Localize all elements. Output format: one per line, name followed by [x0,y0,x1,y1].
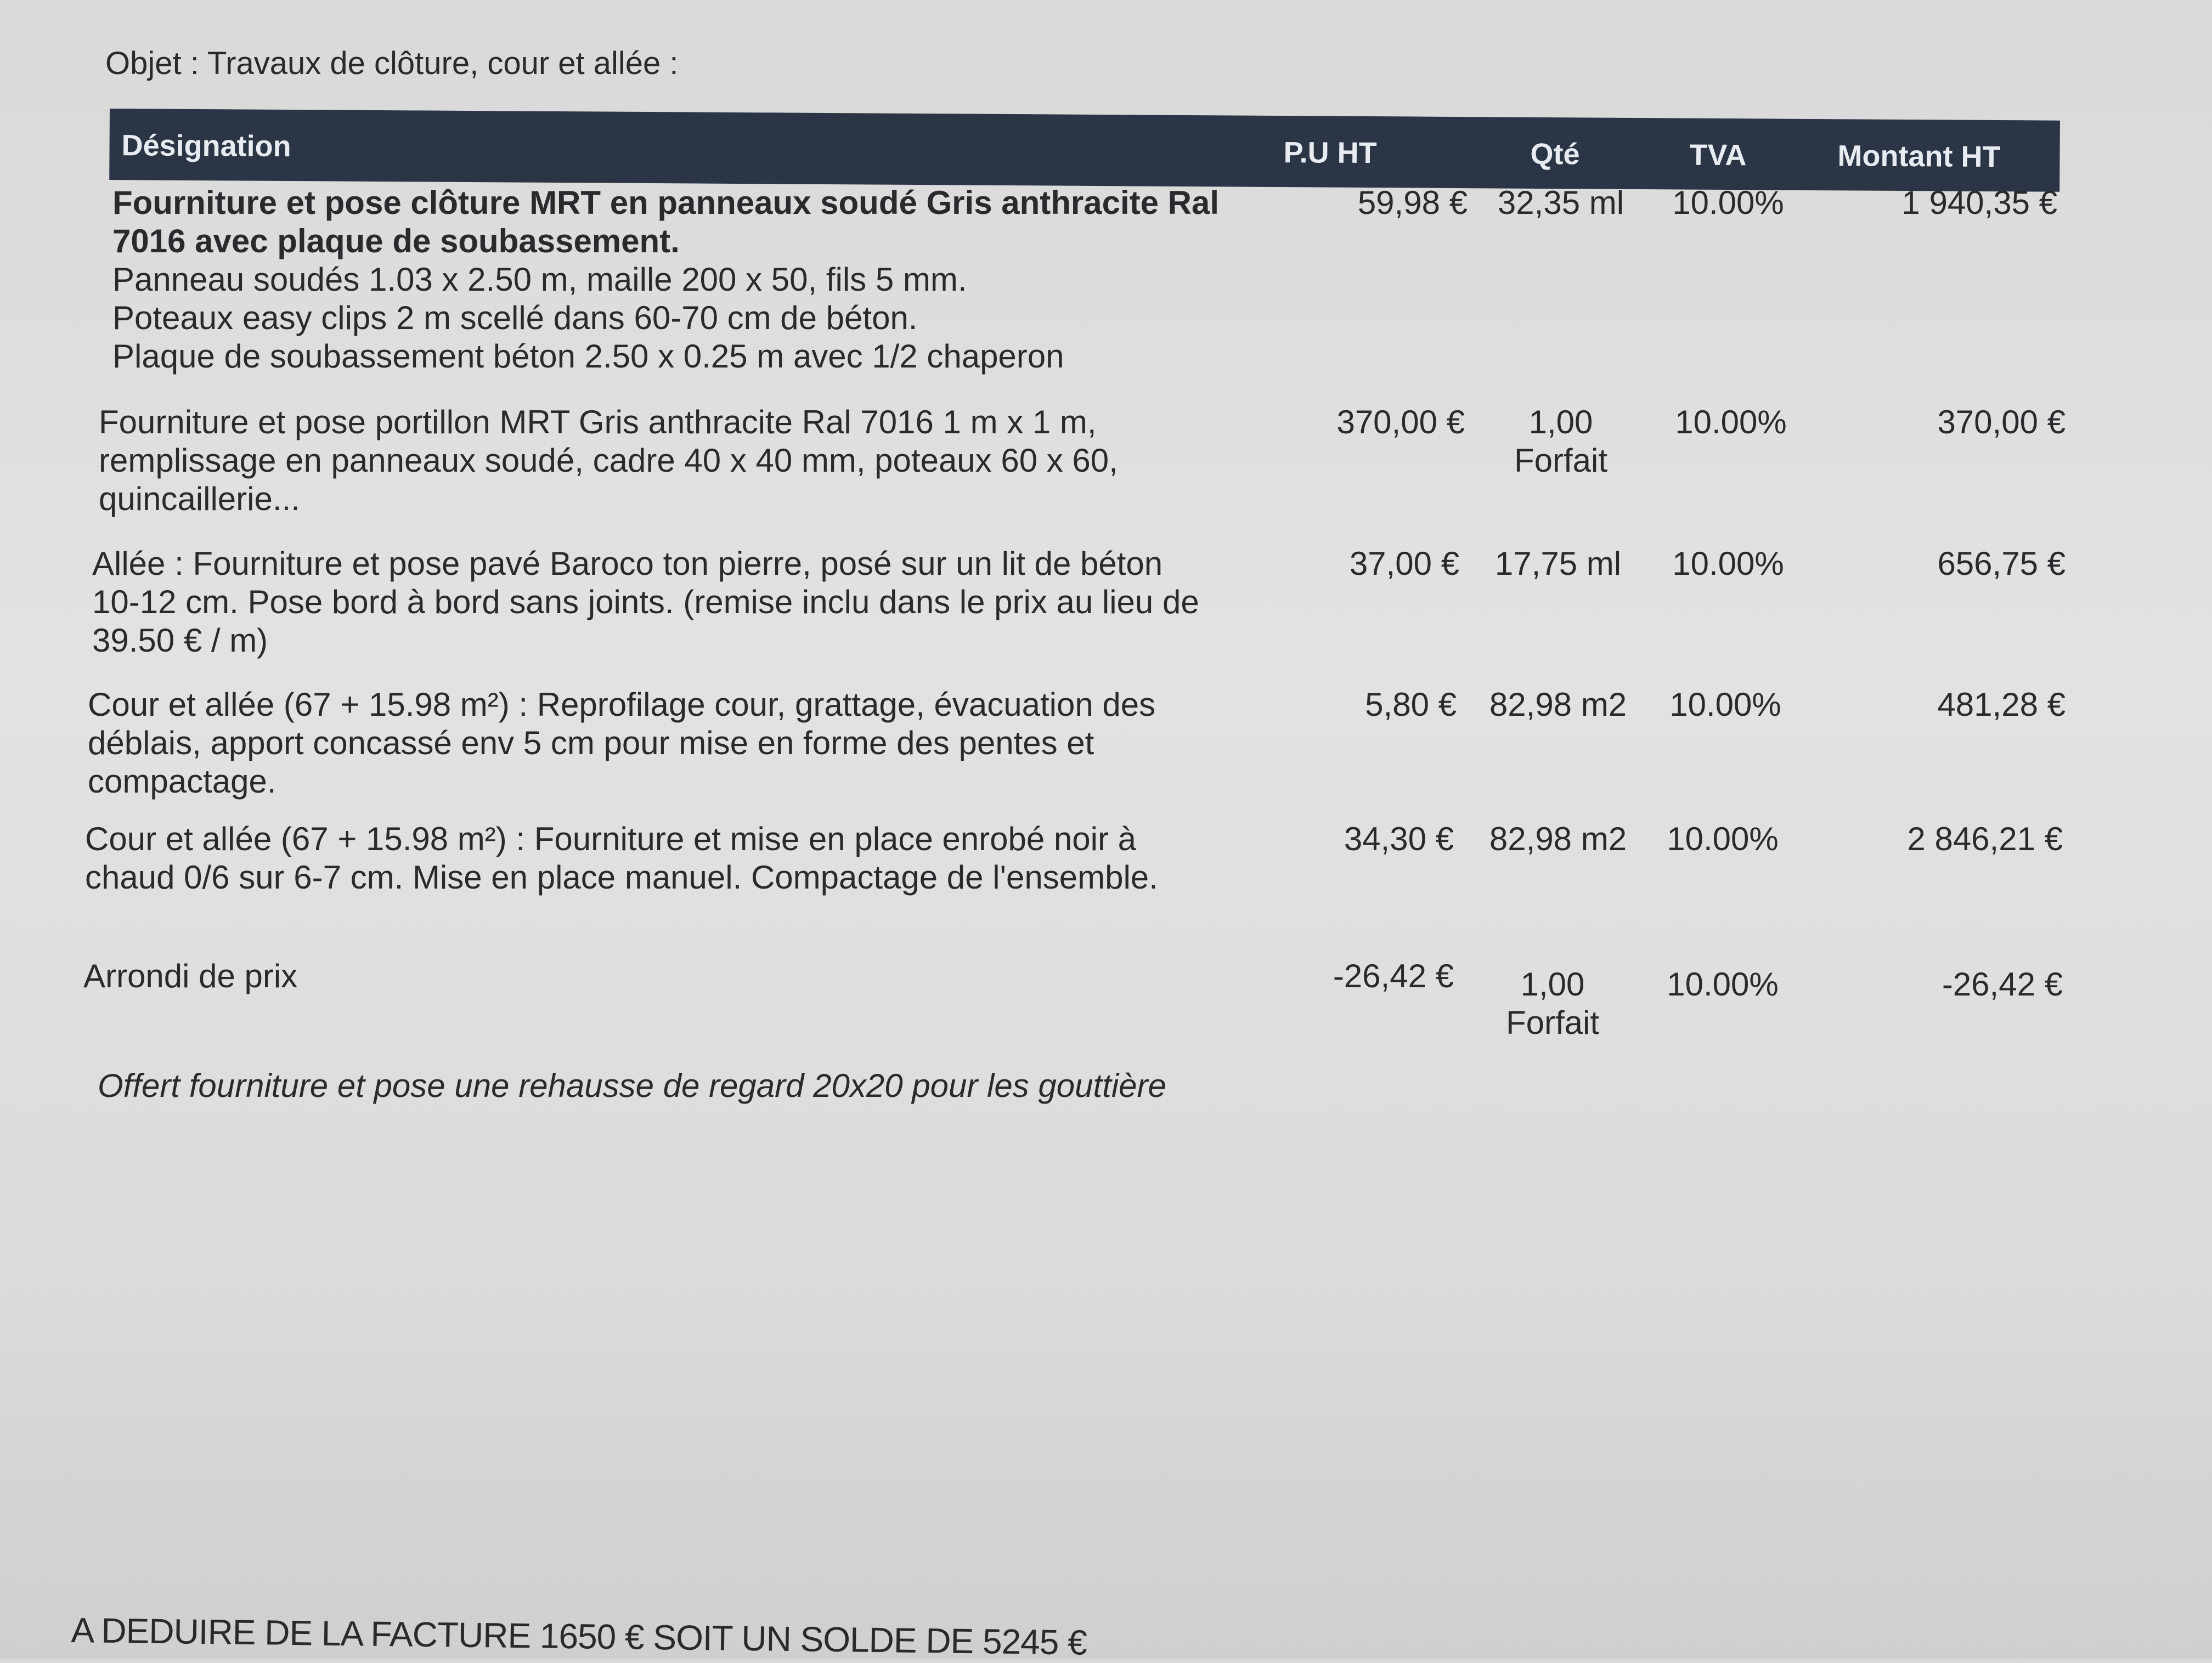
tva: 10.00% [1669,686,1781,723]
row-description: Fourniture et pose portillon MRT Gris an… [99,404,1118,517]
offer-note: Offert fourniture et pose une rehausse d… [98,1067,1166,1104]
tva: 10.00% [1672,545,1784,582]
quantity-unit: Forfait [1514,442,1608,479]
amount: 1 940,35 € [1901,184,2057,221]
unit-price: 5,80 € [1365,686,1457,723]
unit-price: -26,42 € [1333,958,1454,994]
quantity: 82,98 m2 [1489,686,1627,723]
amount: 481,28 € [1937,686,2066,723]
quantity-unit: Forfait [1505,1004,1600,1041]
row-line: Poteaux easy clips 2 m scellé dans 60-70… [112,299,918,336]
quantity: 17,75 ml [1494,545,1622,582]
object-line: Objet : Travaux de clôture, cour et allé… [105,46,679,81]
row-description: Allée : Fourniture et pose pavé Baroco t… [92,545,1199,659]
footer-balance: A DEDUIRE DE LA FACTURE 1650 € SOIT UN S… [71,1610,1087,1662]
row-description: Cour et allée (67 + 15.98 m²) : Fournitu… [85,821,1158,896]
row-title: Fourniture et pose clôture MRT en pannea… [112,184,1220,259]
quantity: 82,98 m2 [1489,821,1627,857]
tva: 10.00% [1667,966,1779,1003]
col-designation: Désignation [121,129,291,163]
amount: 2 846,21 € [1907,821,2063,857]
quantity: 32,35 ml [1497,184,1624,221]
amount: -26,42 € [1942,966,2063,1003]
tva: 10.00% [1675,404,1787,440]
unit-price: 59,98 € [1357,184,1468,221]
quantity: 1,00 [1528,404,1593,440]
col-qte: Qté [1530,137,1580,171]
unit-price: 370,00 € [1336,404,1465,440]
amount: 656,75 € [1937,545,2066,582]
unit-price: 37,00 € [1349,545,1459,582]
unit-price: 34,30 € [1344,821,1454,857]
row-line: Plaque de soubassement béton 2.50 x 0.25… [112,338,1064,375]
row-line: Panneau soudés 1.03 x 2.50 m, maille 200… [112,261,967,298]
table-header: Désignation P.U HT Qté TVA Montant HT [109,109,2060,192]
col-tva: TVA [1689,138,1747,172]
tva: 10.00% [1667,821,1779,857]
quantity: 1,00 [1520,966,1585,1003]
col-montant: Montant HT [1837,139,2001,174]
col-pu: P.U HT [1283,136,1377,170]
row-description: Arrondi de prix [83,958,298,994]
tva: 10.00% [1672,184,1784,221]
row-description: Cour et allée (67 + 15.98 m²) : Reprofil… [88,686,1156,800]
amount: 370,00 € [1937,404,2066,440]
